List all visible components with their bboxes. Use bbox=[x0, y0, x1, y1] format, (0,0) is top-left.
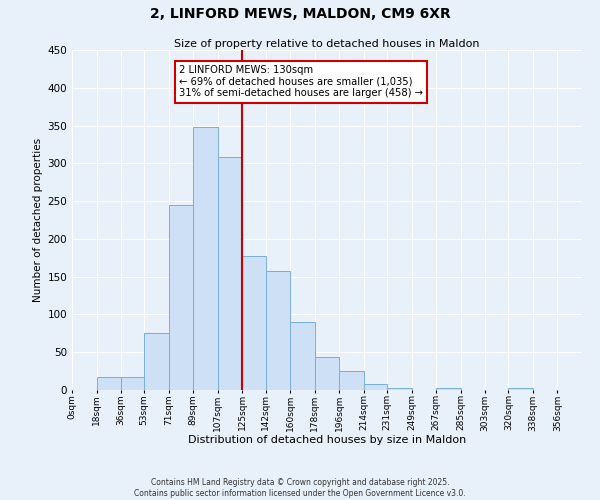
Bar bbox=[364, 384, 387, 390]
Bar bbox=[193, 127, 218, 390]
Bar bbox=[144, 334, 169, 390]
Bar bbox=[387, 388, 412, 390]
Bar bbox=[242, 256, 266, 390]
Title: Size of property relative to detached houses in Maldon: Size of property relative to detached ho… bbox=[174, 39, 480, 49]
Bar bbox=[339, 371, 364, 390]
Text: Contains HM Land Registry data © Crown copyright and database right 2025.
Contai: Contains HM Land Registry data © Crown c… bbox=[134, 478, 466, 498]
X-axis label: Distribution of detached houses by size in Maldon: Distribution of detached houses by size … bbox=[188, 434, 466, 444]
Text: 2 LINFORD MEWS: 130sqm
← 69% of detached houses are smaller (1,035)
31% of semi-: 2 LINFORD MEWS: 130sqm ← 69% of detached… bbox=[179, 66, 423, 98]
Bar bbox=[508, 388, 533, 390]
Bar bbox=[290, 322, 315, 390]
Bar bbox=[97, 377, 121, 390]
Bar bbox=[218, 158, 242, 390]
Text: 2, LINFORD MEWS, MALDON, CM9 6XR: 2, LINFORD MEWS, MALDON, CM9 6XR bbox=[149, 8, 451, 22]
Bar bbox=[436, 388, 461, 390]
Bar bbox=[315, 357, 339, 390]
Bar bbox=[121, 377, 144, 390]
Y-axis label: Number of detached properties: Number of detached properties bbox=[33, 138, 43, 302]
Bar bbox=[266, 270, 290, 390]
Bar bbox=[169, 205, 193, 390]
